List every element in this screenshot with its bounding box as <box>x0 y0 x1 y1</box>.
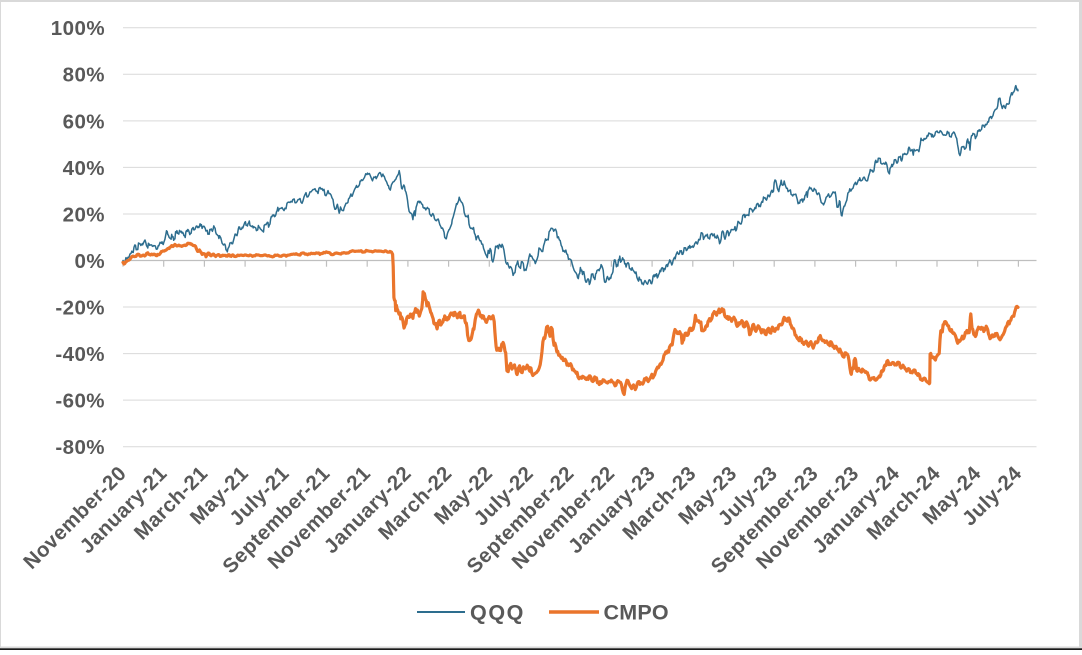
svg-text:60%: 60% <box>63 110 105 133</box>
svg-text:CMPO: CMPO <box>604 601 669 625</box>
svg-text:-80%: -80% <box>55 436 105 459</box>
svg-text:80%: 80% <box>63 64 105 87</box>
svg-text:20%: 20% <box>63 203 105 226</box>
svg-text:-40%: -40% <box>55 343 105 366</box>
svg-text:QQQ: QQQ <box>470 601 525 625</box>
svg-text:-60%: -60% <box>55 390 105 413</box>
svg-text:-20%: -20% <box>55 296 105 319</box>
svg-text:100%: 100% <box>51 17 105 40</box>
svg-text:0%: 0% <box>74 250 105 273</box>
svg-text:40%: 40% <box>63 157 105 180</box>
